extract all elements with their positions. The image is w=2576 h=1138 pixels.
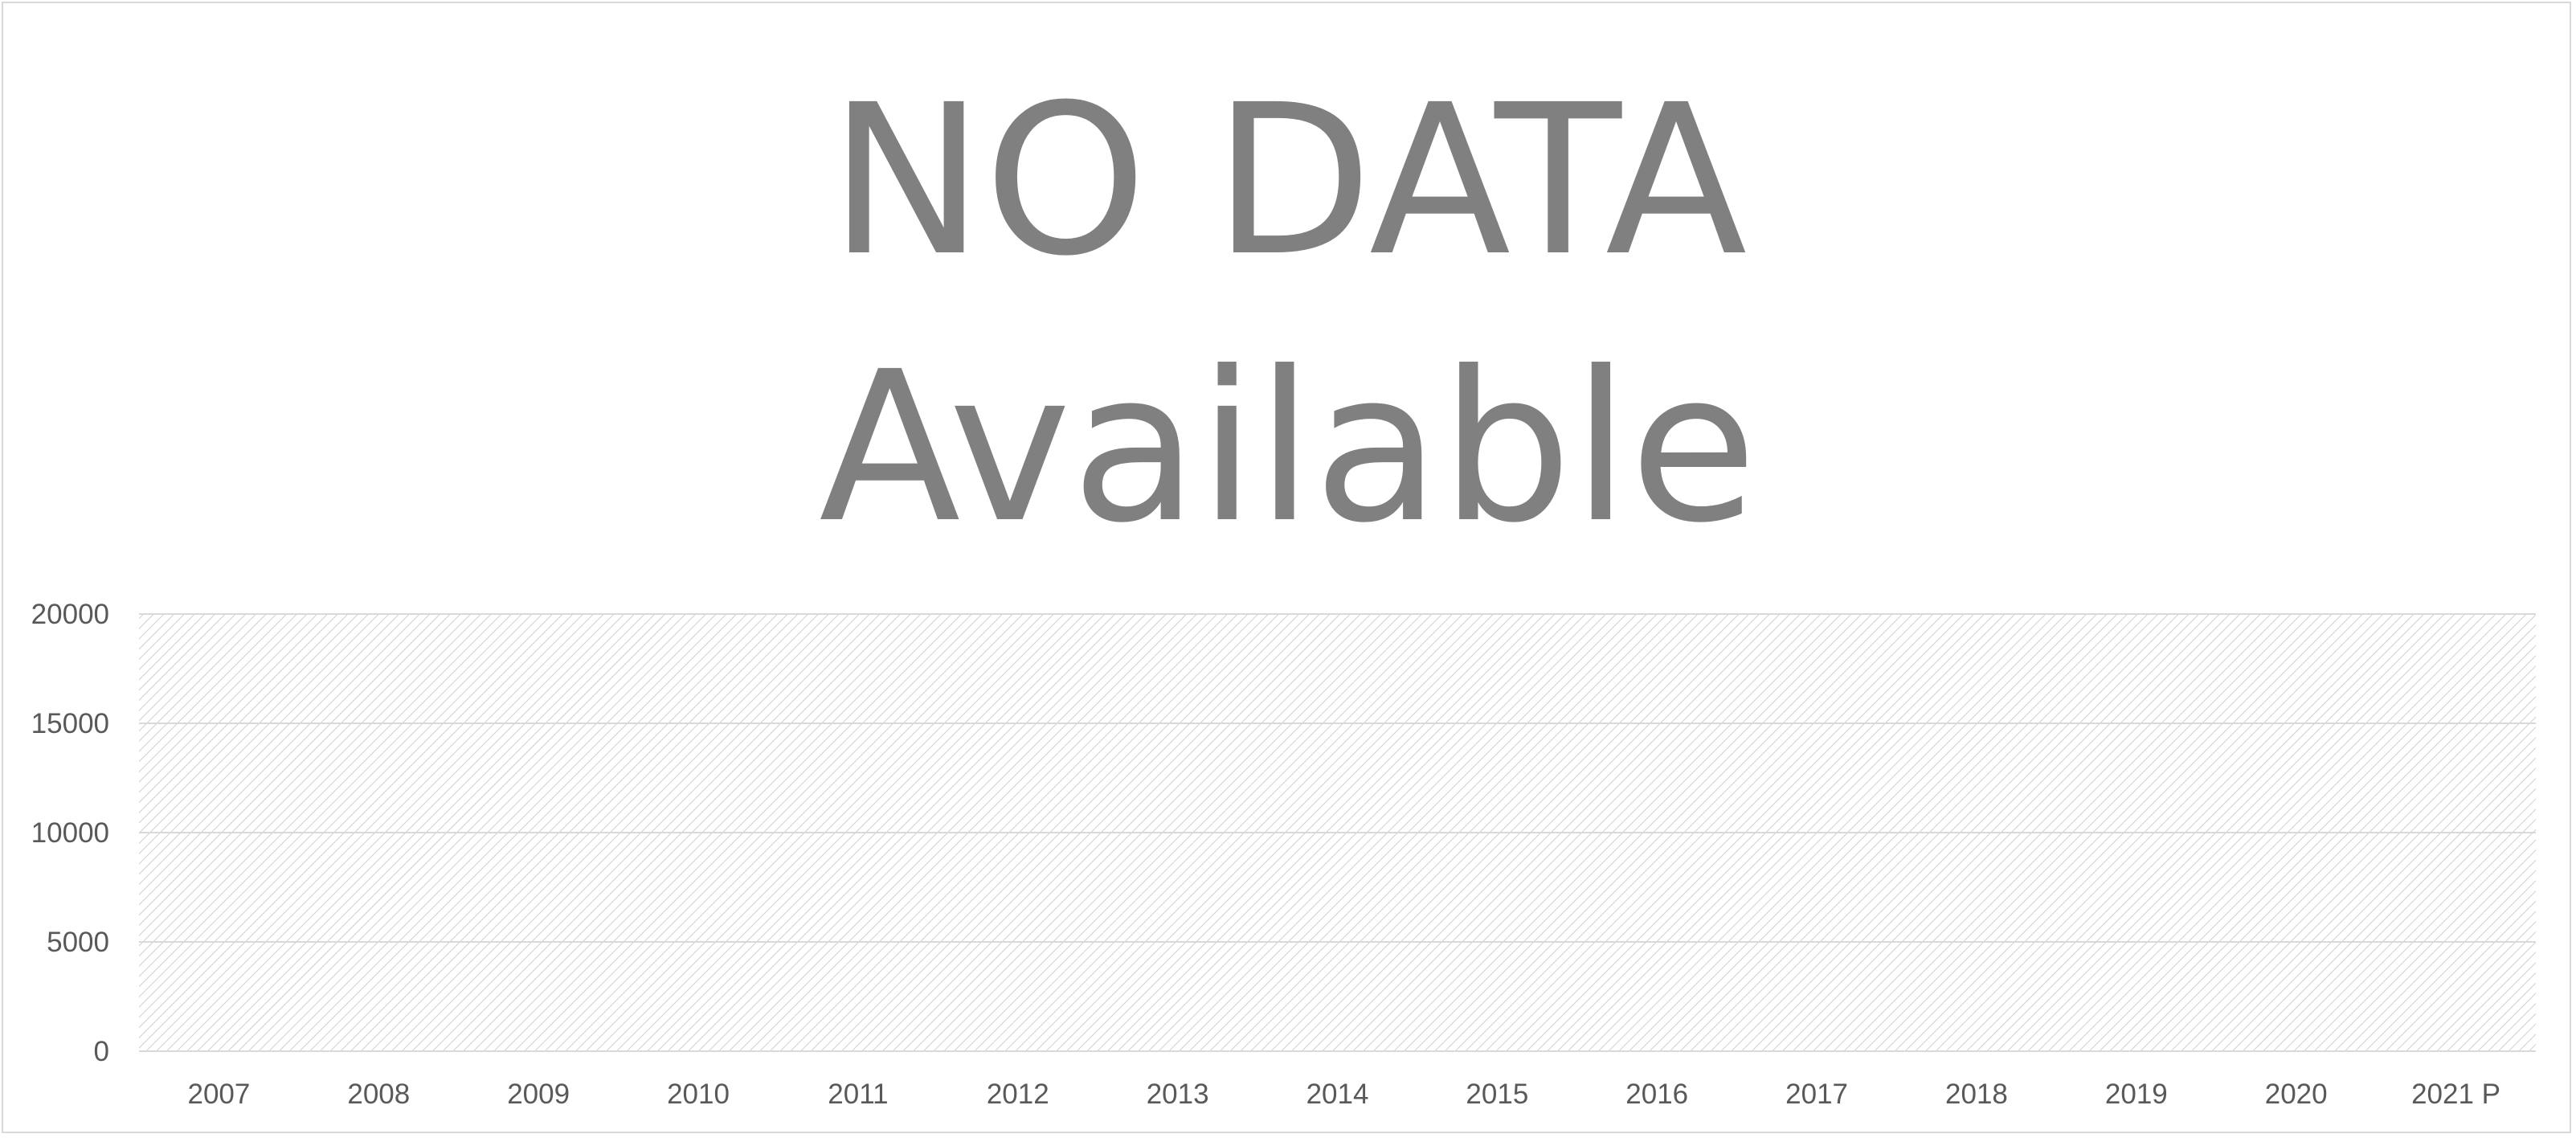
x-tick-label: 2018 [1945,1079,2008,1110]
y-tick-label: 15000 [31,708,109,739]
y-tick-label: 5000 [47,927,109,958]
x-tick-label: 2010 [667,1079,730,1110]
x-axis-tick-labels: 2007 2008 2009 2010 2011 2012 2013 2014 2015 2016… [187,1079,2500,1110]
y-tick-label: 10000 [31,817,109,849]
y-tick-label: 20000 [31,599,109,630]
y-tick-label: 0 [94,1036,109,1067]
x-tick-label: 2020 [2265,1079,2328,1110]
gridlines [139,613,2536,1052]
x-tick-label: 2014 [1306,1079,1369,1110]
chart-title-line-2: Available [819,327,1757,568]
x-tick-label: 2015 [1466,1079,1528,1110]
x-tick-label: 2007 [187,1079,250,1110]
x-tick-label: 2013 [1147,1079,1209,1110]
x-tick-label: 2019 [2105,1079,2168,1110]
x-tick-label: 2011 [828,1079,888,1110]
x-tick-label: 2016 [1625,1079,1688,1110]
x-tick-label: 2009 [507,1079,570,1110]
x-tick-label: 2017 [1785,1079,1848,1110]
x-tick-label: 2008 [347,1079,410,1110]
x-tick-label: 2012 [987,1079,1049,1110]
y-axis-tick-labels: 20000 15000 10000 5000 0 [31,599,109,1067]
x-tick-label: 2021 P [2411,1079,2500,1110]
chart-title-line-1: NO DATA [828,60,1748,301]
